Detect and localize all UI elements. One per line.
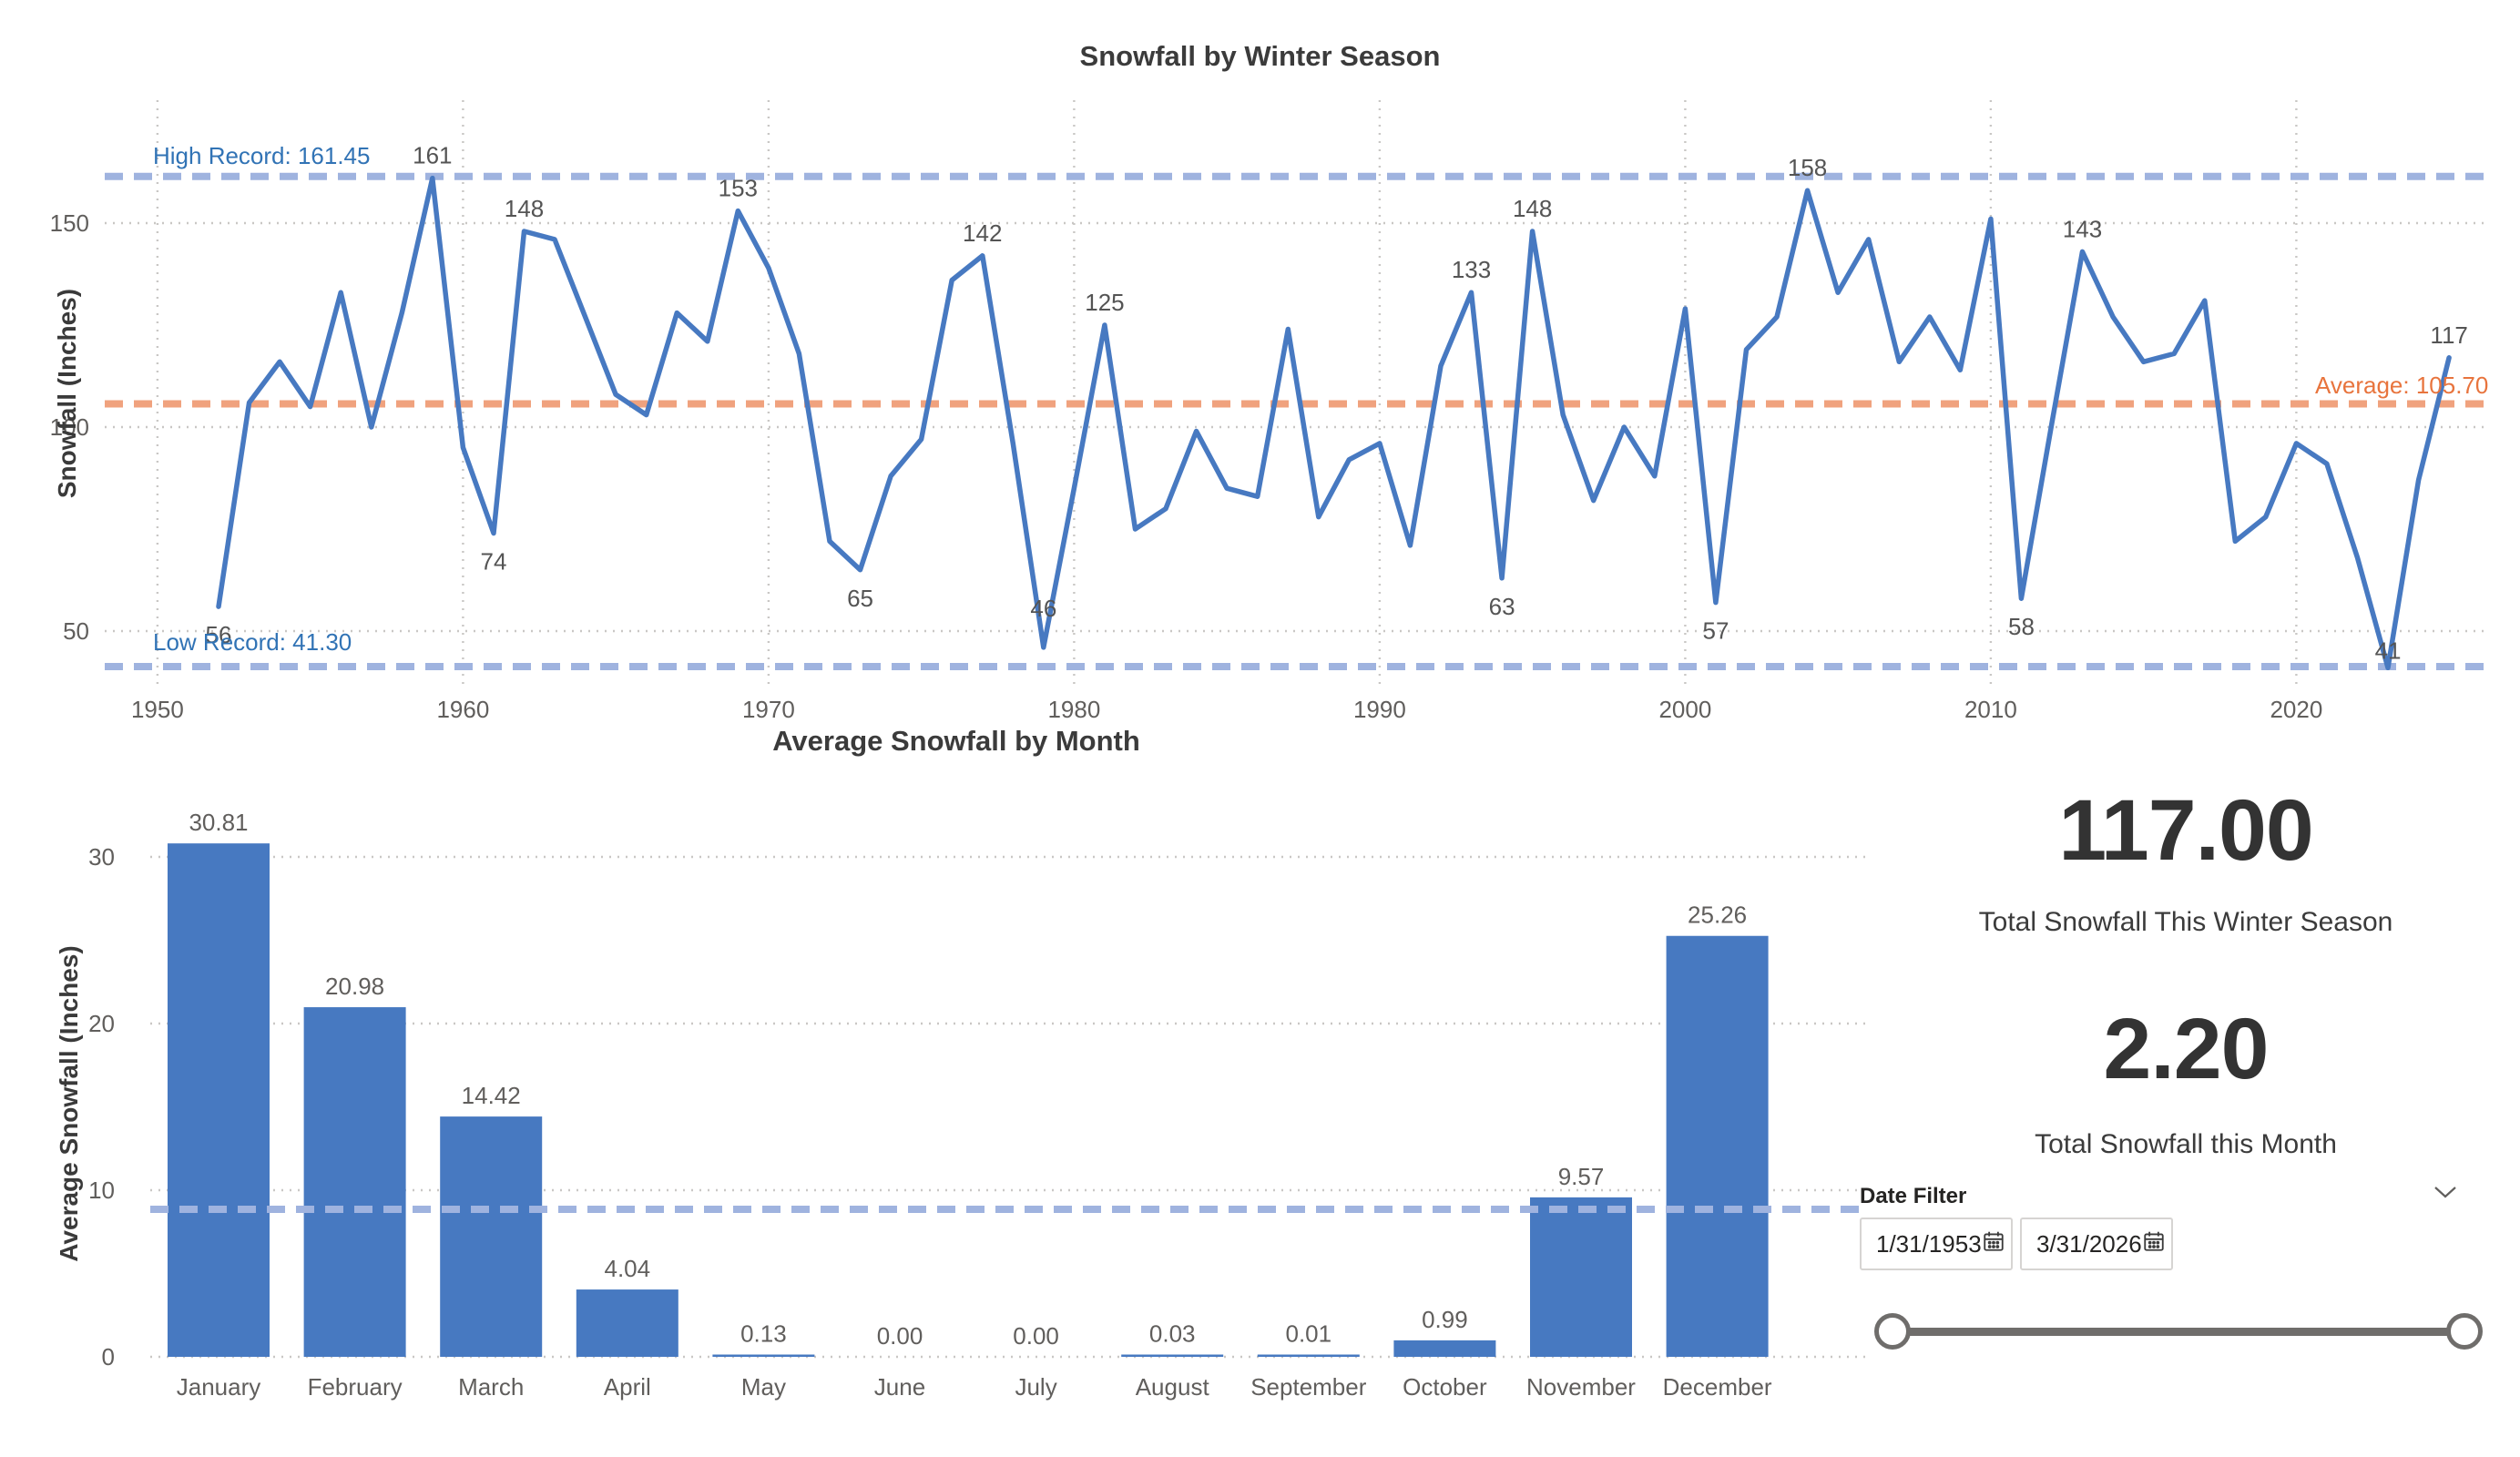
data-point-label: 143 bbox=[2063, 215, 2102, 242]
month-tick-label: December bbox=[1663, 1373, 1772, 1401]
month-tick-label: November bbox=[1526, 1373, 1636, 1401]
month-tick-label: February bbox=[308, 1373, 403, 1401]
bar-value-label: 25.26 bbox=[1688, 902, 1747, 929]
slider-handle-start[interactable] bbox=[1874, 1313, 1911, 1350]
x-axis-tick-label: 1970 bbox=[742, 696, 795, 723]
x-axis-tick-label: 1980 bbox=[1047, 696, 1100, 723]
low-record-line-label: Low Record: 41.30 bbox=[153, 628, 352, 656]
data-point-label: 65 bbox=[847, 585, 873, 612]
data-point-label: 57 bbox=[1702, 617, 1729, 645]
y-axis-tick-label: 150 bbox=[50, 209, 89, 237]
data-point-label: 161 bbox=[413, 142, 452, 169]
month-tick-label: January bbox=[177, 1373, 261, 1401]
bar-value-label: 4.04 bbox=[604, 1255, 650, 1282]
data-point-label: 153 bbox=[719, 175, 758, 202]
data-point-label: 148 bbox=[1513, 195, 1552, 222]
month-tick-label: April bbox=[604, 1373, 651, 1401]
bar-value-label: 0.03 bbox=[1149, 1320, 1196, 1348]
slider-handle-end[interactable] bbox=[2446, 1313, 2483, 1350]
calendar-icon[interactable] bbox=[2142, 1229, 2166, 1259]
data-point-label: 133 bbox=[1452, 256, 1491, 283]
total-month-snowfall-label: Total Snowfall this Month bbox=[2035, 1129, 2337, 1159]
total-month-snowfall-value: 2.20 bbox=[2103, 1001, 2270, 1097]
x-axis-tick-label: 1960 bbox=[436, 696, 489, 723]
bar-value-label: 0.00 bbox=[1013, 1322, 1059, 1350]
total-season-snowfall-label: Total Snowfall This Winter Season bbox=[1978, 907, 2393, 937]
month-tick-label: July bbox=[1015, 1373, 1056, 1401]
data-point-label: 125 bbox=[1085, 289, 1124, 316]
data-point-label: 63 bbox=[1489, 593, 1515, 620]
top-chart-title: Snowfall by Winter Season bbox=[1079, 40, 1441, 72]
bar-value-label: 0.01 bbox=[1285, 1320, 1331, 1348]
month-tick-label: August bbox=[1136, 1373, 1210, 1401]
data-point-label: 158 bbox=[1788, 154, 1827, 181]
end-date-value: 3/31/2026 bbox=[2036, 1229, 2142, 1258]
x-axis-tick-label: 2010 bbox=[1964, 696, 2017, 723]
bar-value-label: 20.98 bbox=[325, 973, 384, 1000]
average-line-label: Average: 105.70 bbox=[2315, 372, 2489, 399]
data-point-label: 56 bbox=[206, 621, 232, 648]
high-record-line-label: High Record: 161.45 bbox=[153, 142, 371, 169]
bar-value-label: 9.57 bbox=[1558, 1163, 1605, 1190]
month-tick-label: March bbox=[458, 1373, 524, 1401]
data-point-label: 74 bbox=[480, 547, 506, 575]
chevron-down-icon[interactable] bbox=[2433, 1186, 2457, 1204]
data-point-label: 58 bbox=[2008, 613, 2035, 640]
y-axis-tick-label: 10 bbox=[88, 1177, 115, 1204]
y-axis-tick-label: 100 bbox=[50, 413, 89, 441]
y-axis-tick-label: 0 bbox=[102, 1343, 115, 1370]
data-point-label: 142 bbox=[963, 219, 1002, 247]
start-date-value: 1/31/1953 bbox=[1876, 1229, 1982, 1258]
y-axis-tick-label: 50 bbox=[63, 617, 89, 645]
y-axis-tick-label: 20 bbox=[88, 1010, 115, 1037]
bottom-chart-title: Average Snowfall by Month bbox=[772, 725, 1140, 757]
bottom-chart-y-axis-title: Average Snowfall (Inches) bbox=[55, 945, 83, 1262]
data-point-label: 117 bbox=[2430, 321, 2467, 349]
bar-value-label: 14.42 bbox=[462, 1082, 521, 1109]
top-chart-y-axis-title: Snowfall (Inches) bbox=[53, 288, 81, 499]
x-axis-tick-label: 1950 bbox=[131, 696, 184, 723]
month-tick-label: September bbox=[1250, 1373, 1367, 1401]
total-season-snowfall-value: 117.00 bbox=[2058, 782, 2313, 879]
bar-value-label: 30.81 bbox=[189, 809, 248, 836]
x-axis-tick-label: 1990 bbox=[1353, 696, 1406, 723]
month-tick-label: October bbox=[1403, 1373, 1487, 1401]
calendar-icon[interactable] bbox=[1982, 1229, 2005, 1259]
data-point-label: 41 bbox=[2375, 637, 2402, 664]
data-point-label: 46 bbox=[1030, 595, 1056, 622]
date-filter-title: Date Filter bbox=[1860, 1184, 1967, 1208]
x-axis-tick-label: 2000 bbox=[1658, 696, 1711, 723]
start-date-input[interactable]: 1/31/1953 bbox=[1860, 1218, 2013, 1270]
y-axis-tick-label: 30 bbox=[88, 843, 115, 871]
month-tick-label: May bbox=[741, 1373, 786, 1401]
bar-value-label: 0.00 bbox=[877, 1322, 923, 1350]
month-tick-label: June bbox=[874, 1373, 925, 1401]
bar-value-label: 0.99 bbox=[1422, 1306, 1468, 1333]
x-axis-tick-label: 2020 bbox=[2270, 696, 2322, 723]
data-point-label: 148 bbox=[505, 195, 544, 222]
date-range-slider-track[interactable] bbox=[1893, 1328, 2464, 1336]
bar-value-label: 0.13 bbox=[740, 1320, 787, 1348]
end-date-input[interactable]: 3/31/2026 bbox=[2020, 1218, 2173, 1270]
